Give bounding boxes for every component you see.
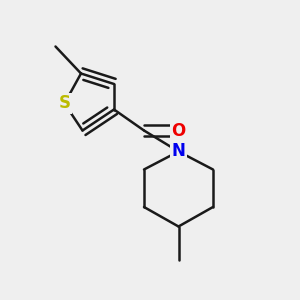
Text: S: S (58, 94, 70, 112)
Text: N: N (172, 142, 185, 160)
Text: O: O (171, 122, 186, 140)
